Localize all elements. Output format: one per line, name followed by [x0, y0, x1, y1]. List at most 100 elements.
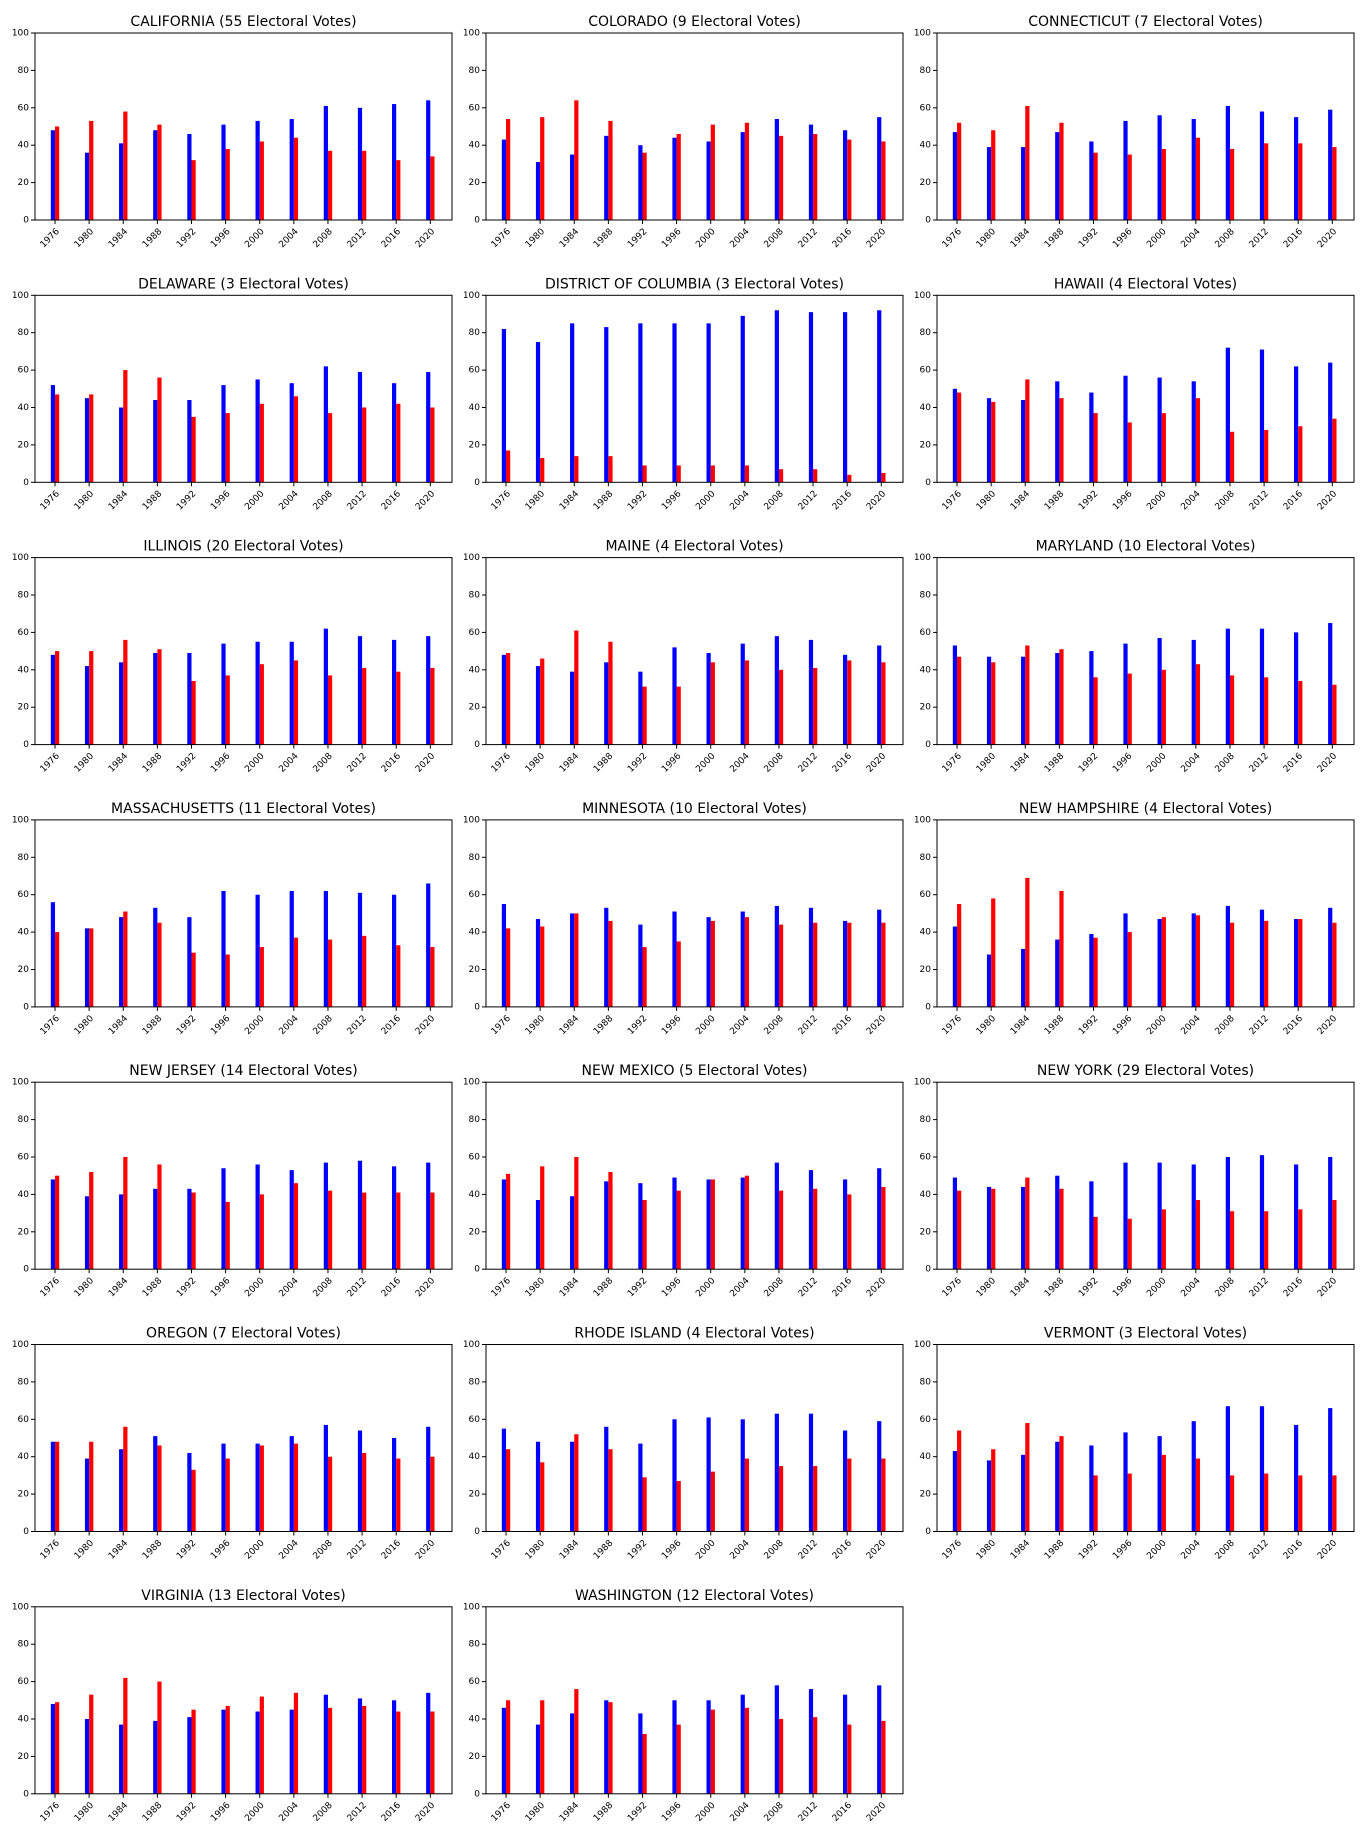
x-tick-label: 1984 [1009, 1014, 1032, 1037]
bar [574, 1434, 579, 1532]
y-tick-label: 60 [18, 1153, 30, 1163]
bar [1229, 675, 1235, 745]
bar [506, 450, 511, 483]
chart-title: OREGON (7 Electoral Votes) [146, 1326, 341, 1342]
x-tick-label: 1976 [39, 1014, 62, 1037]
x-tick-label: 1984 [1009, 751, 1032, 774]
x-tick-label: 2000 [1145, 751, 1168, 774]
bar [426, 1162, 431, 1270]
x-tick-label: 1992 [175, 1276, 198, 1299]
bar [153, 1436, 158, 1532]
bar [119, 1724, 124, 1794]
bar [259, 403, 264, 483]
bar [1059, 122, 1064, 220]
x-tick-label: 2012 [346, 1014, 369, 1037]
bar [1264, 677, 1269, 745]
bar [608, 120, 613, 220]
y-tick-label: 80 [18, 1115, 30, 1125]
bar [1229, 1475, 1235, 1532]
y-tick-label: 100 [914, 291, 931, 301]
bar [952, 645, 958, 745]
bar [706, 917, 711, 1007]
x-tick-label: 1992 [1077, 1538, 1100, 1561]
x-tick-label: 2000 [243, 1538, 266, 1561]
bar [1195, 1200, 1201, 1270]
x-tick-label: 2008 [763, 1800, 786, 1823]
bar [153, 652, 158, 745]
bar [881, 1720, 886, 1794]
bar [676, 133, 681, 220]
bar [1229, 922, 1235, 1007]
x-tick-label: 2004 [277, 751, 300, 774]
bar [574, 1689, 579, 1794]
bar [986, 656, 992, 745]
x-tick-label: 2020 [1316, 1538, 1339, 1561]
bar [259, 1696, 264, 1794]
bar [191, 1709, 196, 1794]
bar [255, 1443, 260, 1532]
bar [574, 1157, 579, 1270]
y-tick-label: 80 [920, 591, 932, 601]
y-tick-label: 20 [469, 703, 481, 713]
bar [255, 641, 260, 745]
bar [1332, 1200, 1337, 1270]
bar [1328, 1157, 1333, 1270]
bar [991, 1449, 996, 1532]
bar [391, 1700, 397, 1794]
bar [1161, 669, 1166, 745]
bar [744, 660, 750, 745]
bar [1298, 426, 1303, 483]
x-tick-label: 1996 [1111, 1538, 1134, 1561]
bar [706, 323, 711, 483]
bar [50, 902, 56, 1007]
bar [426, 371, 431, 483]
x-tick-label: 1996 [660, 751, 683, 774]
bar [952, 132, 958, 220]
bar [225, 148, 230, 220]
bar [357, 636, 363, 745]
bar [991, 898, 996, 1007]
x-tick-label: 1976 [941, 489, 964, 512]
bar [1191, 381, 1196, 483]
bar [744, 917, 750, 1007]
x-tick-label: 2008 [312, 1276, 335, 1299]
bar [672, 911, 677, 1007]
x-tick-label: 1992 [1077, 751, 1100, 774]
bar [327, 1456, 333, 1532]
bar [877, 645, 882, 745]
bar [778, 1190, 784, 1270]
x-tick-label: 2004 [728, 1014, 751, 1037]
subplot: MAINE (4 Electoral Votes) 1976 1980 1984 198… [463, 539, 904, 775]
bar [426, 883, 431, 1007]
bar [672, 1700, 677, 1794]
y-tick-label: 80 [469, 1377, 481, 1387]
x-tick-label: 1980 [73, 489, 96, 512]
bar [608, 1702, 613, 1794]
bar [540, 117, 545, 220]
x-tick-label: 1988 [592, 489, 615, 512]
x-tick-label: 1984 [558, 489, 581, 512]
bar [877, 1685, 882, 1794]
x-tick-label: 2020 [1316, 751, 1339, 774]
bar [638, 323, 643, 483]
x-tick-label: 1984 [107, 1538, 130, 1561]
bar [991, 662, 996, 745]
x-tick-label: 2020 [865, 489, 888, 512]
x-tick-label: 2008 [1214, 1014, 1237, 1037]
bar [1157, 1162, 1162, 1270]
bar [501, 1707, 507, 1794]
bar [396, 160, 401, 220]
x-tick-label: 1996 [660, 227, 683, 250]
subplot: NEW HAMPSHIRE (4 Electoral Votes) 1976 198… [914, 801, 1355, 1037]
bar [744, 1175, 750, 1270]
y-tick-label: 80 [469, 853, 481, 863]
plot-frame [34, 819, 453, 1008]
x-tick-label: 1988 [141, 1800, 164, 1823]
y-tick-label: 80 [920, 66, 932, 76]
bar [574, 630, 579, 745]
x-tick-label: 1988 [141, 1276, 164, 1299]
bar [957, 656, 962, 745]
bar [1089, 392, 1094, 483]
bar [847, 1194, 852, 1270]
bar [676, 465, 681, 483]
